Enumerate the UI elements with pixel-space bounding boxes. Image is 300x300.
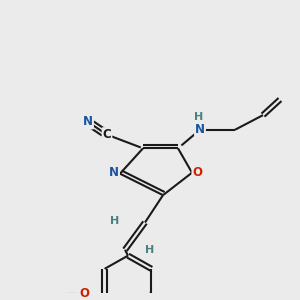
Text: O: O	[192, 166, 203, 179]
Text: N: N	[195, 123, 205, 136]
Text: N: N	[109, 166, 119, 179]
Text: O: O	[79, 287, 89, 300]
Text: N: N	[83, 116, 93, 128]
Text: C: C	[103, 128, 111, 141]
Text: H: H	[110, 215, 120, 226]
Text: H: H	[194, 112, 203, 122]
Text: H: H	[146, 245, 154, 255]
